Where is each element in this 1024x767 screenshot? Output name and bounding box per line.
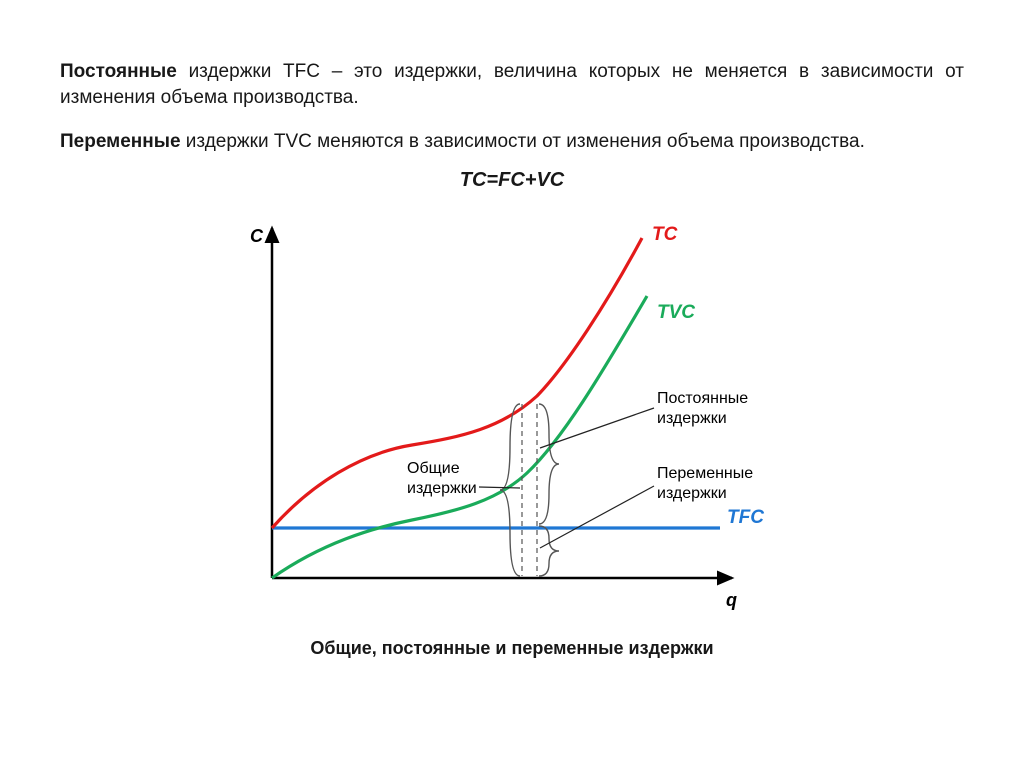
perem-label-1: Переменные xyxy=(657,465,753,482)
p2-rest: издержки TVC меняются в зависимости от и… xyxy=(181,131,865,152)
cost-curves-chart: Cq TC TVC TFC Общие издержки Постоянные издержк… xyxy=(202,198,822,628)
chart-caption: Общие, постоянные и переменные издержки xyxy=(60,638,964,659)
brace-variable xyxy=(539,526,559,576)
chart-container: Cq TC TVC TFC Общие издержки Постоянные издержк… xyxy=(60,198,964,628)
perem-label-2: издержки xyxy=(657,485,727,502)
tc-label: TC xyxy=(652,224,678,245)
equation: TC=FC+VC xyxy=(60,169,964,192)
tfc-label: TFC xyxy=(727,507,764,528)
paragraph-tfc: Постоянные издержки TFC – это издержки, … xyxy=(60,59,964,110)
obshie-leader xyxy=(479,487,520,488)
obshie-label-1: Общие xyxy=(407,460,460,477)
brace-fixed xyxy=(539,404,559,524)
paragraph-tvc: Переменные издержки TVC меняются в завис… xyxy=(60,129,964,155)
post-leader xyxy=(540,408,654,448)
perem-leader xyxy=(540,486,654,548)
y-axis-label: C xyxy=(250,226,264,246)
tvc-label: TVC xyxy=(657,302,695,323)
post-label-1: Постоянные xyxy=(657,390,748,407)
obshie-label-2: издержки xyxy=(407,480,477,497)
p1-rest: издержки TFC – это издержки, величина ко… xyxy=(60,61,964,108)
p2-bold: Переменные xyxy=(60,131,181,152)
post-label-2: издержки xyxy=(657,410,727,427)
p1-bold: Постоянные xyxy=(60,61,177,82)
x-axis-label: q xyxy=(726,590,737,610)
